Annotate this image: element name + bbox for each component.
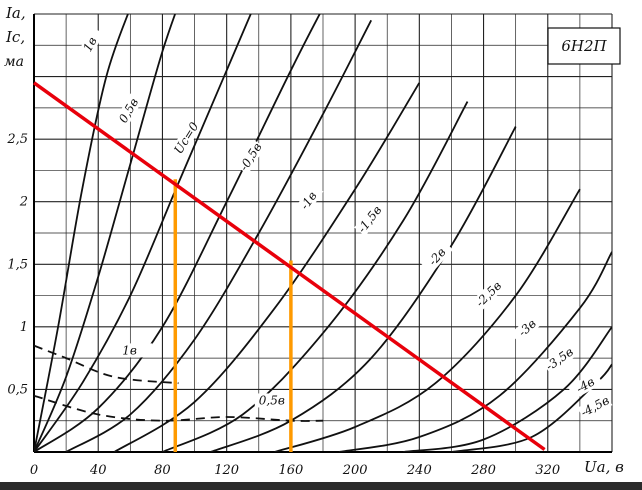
curve-label-bg (542, 344, 577, 374)
curve-label: 1в (80, 35, 99, 54)
y-tick-label: 1,5 (7, 257, 28, 272)
y-axis-label-line1: Iа, (5, 4, 26, 22)
title-box (547, 27, 621, 65)
anode-curve (34, 14, 129, 452)
anode-curve (34, 14, 252, 452)
x-tick-label: 320 (535, 463, 560, 478)
y-axis-label-line3: ма (4, 54, 24, 70)
grid-current-curve (33, 344, 179, 385)
curve-label-bg (510, 311, 544, 344)
anode-curve (274, 188, 581, 452)
x-axis-label: Uа, в (584, 458, 624, 476)
curve-label: -4,5в (578, 393, 611, 420)
grid-current-label: 0,5в (259, 393, 285, 407)
anode-curve (338, 251, 612, 452)
anode-curve (210, 126, 517, 452)
curve-label-bg (172, 120, 201, 156)
grid-current-label-bg (118, 343, 153, 358)
x-tick-label: 80 (154, 463, 171, 478)
x-tick-label: 160 (278, 463, 303, 478)
anode-curve (34, 14, 177, 452)
window-bottom-strip (0, 482, 642, 490)
y-tick-label: 0,5 (7, 382, 28, 397)
anode-curve (451, 363, 612, 452)
anode-curve (113, 82, 421, 452)
x-tick-label: 240 (406, 463, 432, 478)
curve-label-bg (293, 183, 324, 218)
y-tick-label: 2,5 (6, 132, 28, 147)
x-tick-label: 0 (30, 463, 38, 478)
x-tick-label: 40 (89, 463, 107, 478)
grid-current-curves (33, 344, 324, 422)
curve-label-bg (421, 240, 454, 274)
anode-curve (65, 19, 372, 452)
anode-curve (403, 326, 612, 452)
x-tick-label: 120 (214, 463, 239, 478)
anode-curve (162, 101, 469, 452)
anode-curves (34, 14, 612, 452)
load-line-overlay (32, 81, 546, 452)
y-tick-label: 2 (19, 195, 28, 210)
curve-label-bg (577, 392, 613, 421)
anode-curve (34, 14, 321, 452)
grid-current-label-bg (254, 393, 289, 408)
x-tick-label: 200 (342, 463, 368, 478)
curve-label-bg (567, 371, 603, 400)
load-line (32, 81, 546, 451)
curve-label-bg (76, 26, 104, 62)
x-tick-label: 280 (470, 463, 496, 478)
curve-label-bg (236, 139, 266, 175)
grid-current-label: 1в (122, 343, 137, 357)
chart-title: 6Н2П (561, 37, 607, 55)
curve-label: -0,5в (237, 140, 265, 173)
y-tick-label: 1 (20, 320, 28, 335)
curve-label-bg (114, 93, 143, 128)
curve-label-bg (354, 202, 385, 237)
y-axis-label-line2: Iс, (5, 28, 25, 46)
grid (33, 13, 613, 453)
curve-label-bg (472, 277, 505, 311)
